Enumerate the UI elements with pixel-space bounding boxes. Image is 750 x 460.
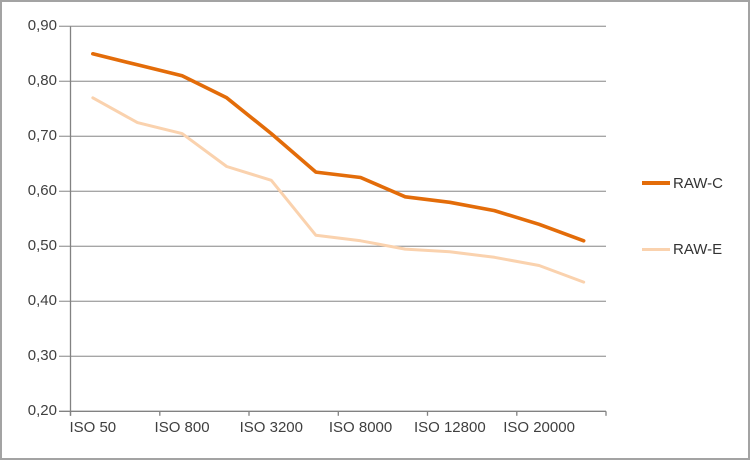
raw-e-line-swatch xyxy=(642,247,670,251)
raw-c-line-swatch xyxy=(642,181,670,185)
x-axis-label: ISO 20000 xyxy=(503,419,575,436)
y-axis-label: 0,70 xyxy=(27,127,57,145)
y-axis-label: 0,90 xyxy=(27,17,57,35)
x-axis-label: ISO 800 xyxy=(154,419,210,436)
legend-label-raw-e: RAW-E xyxy=(673,240,723,258)
x-axis-label: ISO 50 xyxy=(69,419,117,436)
y-axis-label: 0,30 xyxy=(27,347,57,365)
y-axis-label: 0,50 xyxy=(27,237,57,255)
x-axis-label: ISO 3200 xyxy=(239,419,304,436)
x-axis-label: ISO 12800 xyxy=(413,419,486,436)
y-axis-label: 0,60 xyxy=(27,182,57,200)
y-axis-label: 0,40 xyxy=(27,292,57,310)
legend-label-raw-c: RAW-C xyxy=(673,174,723,192)
legend-item-raw-c: RAW-C xyxy=(642,174,723,192)
legend-item-raw-e: RAW-E xyxy=(642,240,722,258)
x-axis-label: ISO 8000 xyxy=(328,419,393,436)
y-axis-label: 0,80 xyxy=(27,72,57,90)
y-axis-label: 0,20 xyxy=(27,402,57,420)
